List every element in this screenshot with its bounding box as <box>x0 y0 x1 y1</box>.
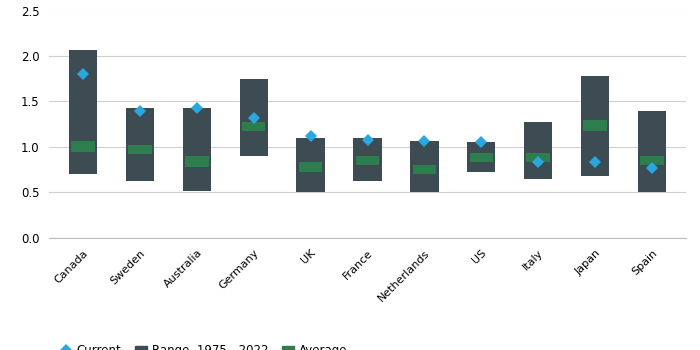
Bar <box>467 142 496 172</box>
Bar <box>354 138 382 181</box>
Legend: Current, Range, 1975 - 2022, Average: Current, Range, 1975 - 2022, Average <box>55 340 352 350</box>
Bar <box>242 121 265 131</box>
Bar <box>239 79 268 156</box>
Bar <box>640 156 664 165</box>
Bar <box>128 145 152 154</box>
Bar <box>470 153 493 162</box>
Bar <box>126 108 154 181</box>
Bar <box>583 120 607 131</box>
Bar <box>524 121 552 179</box>
Bar <box>69 50 97 174</box>
Bar <box>526 153 550 162</box>
Bar <box>296 138 325 192</box>
Bar <box>413 165 436 174</box>
Bar <box>356 156 379 165</box>
Bar <box>410 141 439 193</box>
Bar <box>581 76 609 176</box>
Bar <box>299 162 322 172</box>
Bar <box>183 108 211 191</box>
Bar <box>638 111 666 192</box>
Bar <box>186 156 209 167</box>
Bar <box>71 141 94 152</box>
